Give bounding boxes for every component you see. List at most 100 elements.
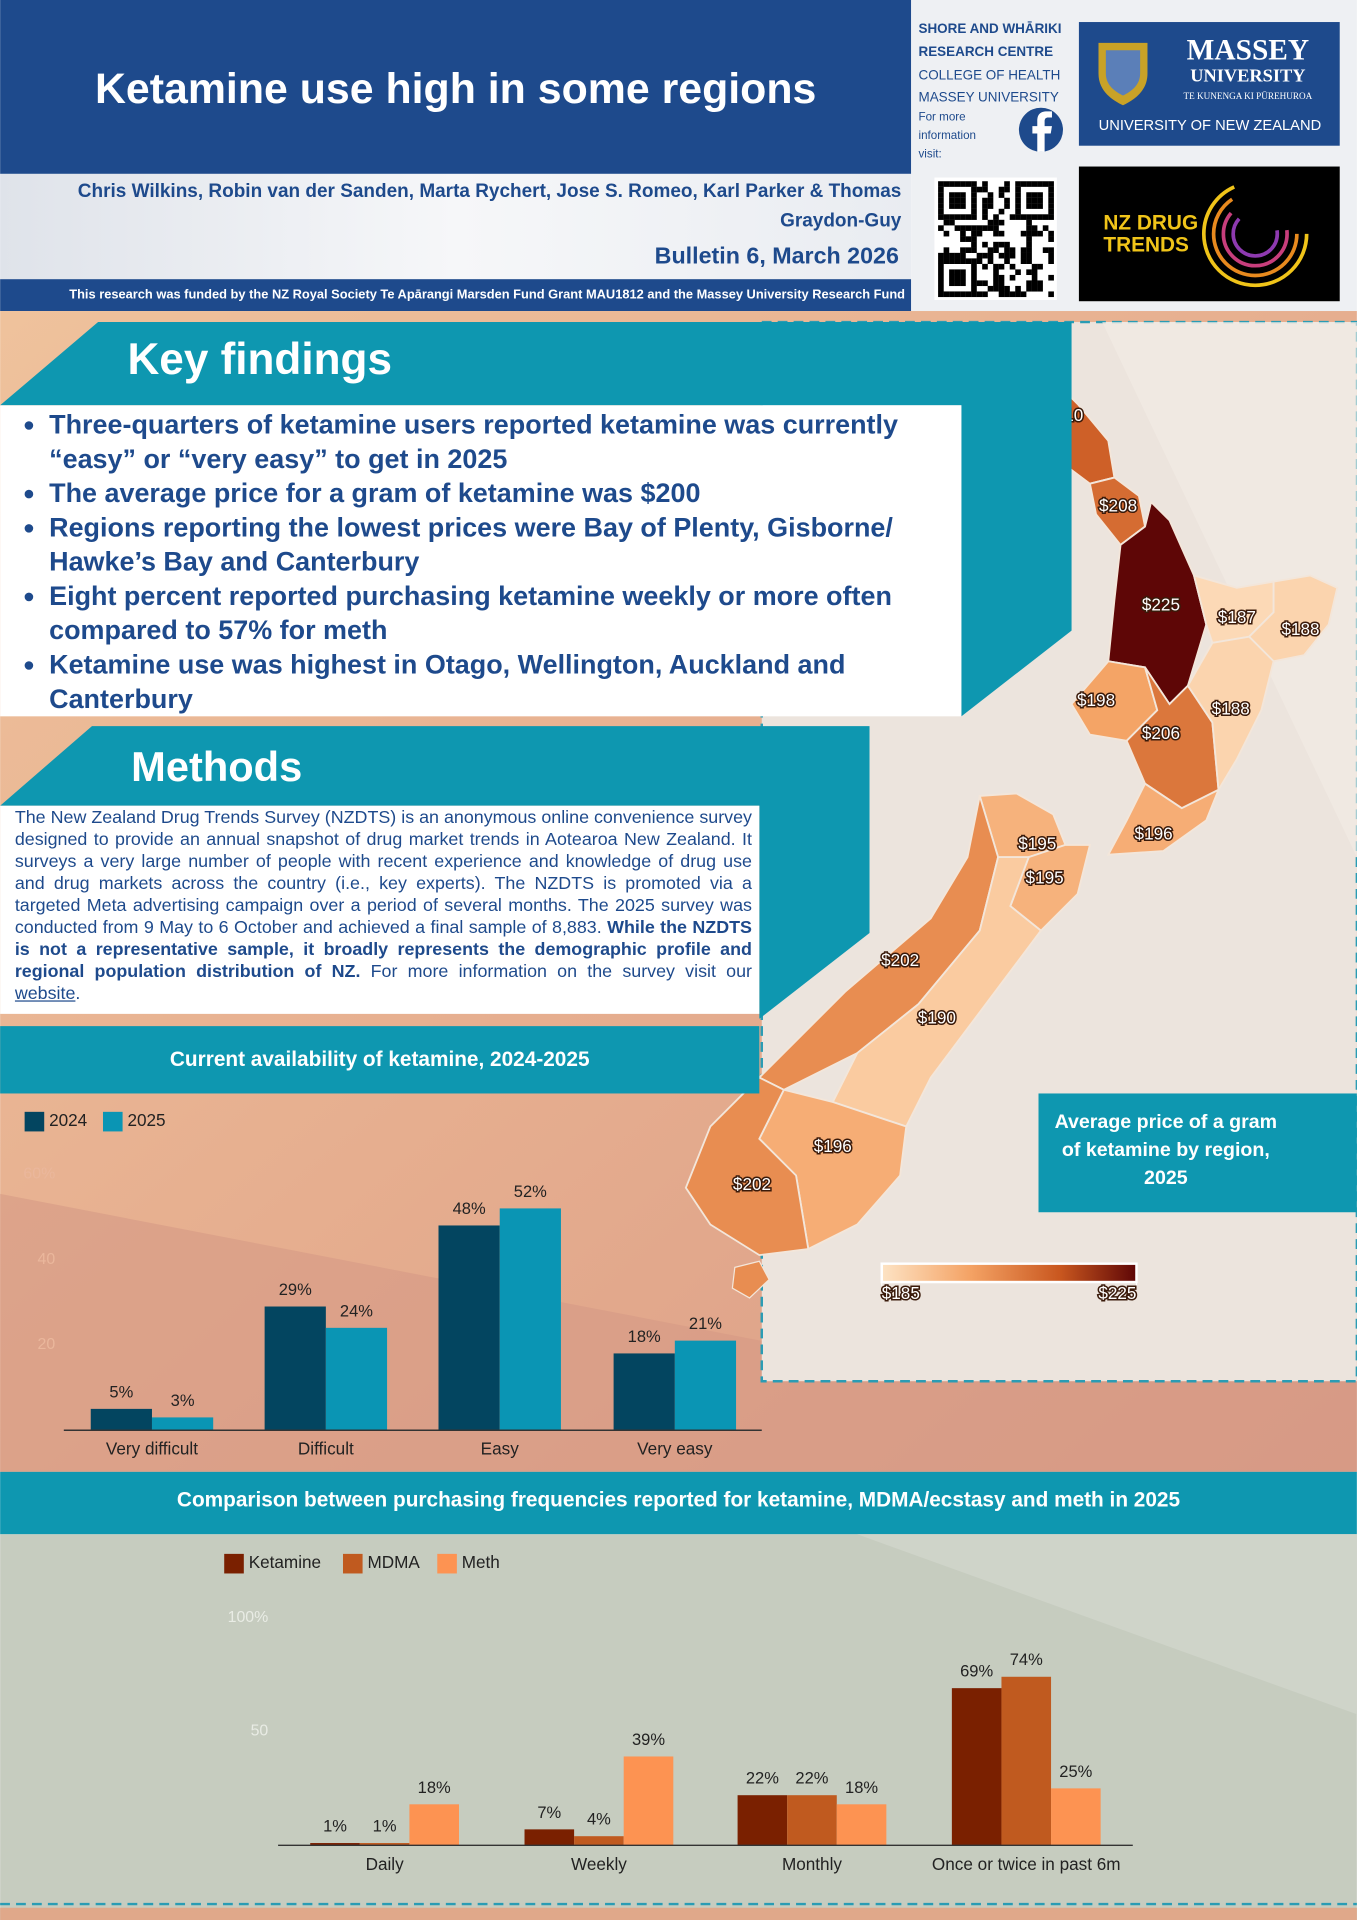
qr-module: [949, 269, 955, 276]
qr-module: [998, 263, 1005, 270]
qr-module: [965, 225, 972, 231]
qr-module: [938, 274, 944, 281]
qr-module: [949, 258, 955, 264]
qr-module: [971, 263, 977, 270]
qr-module: [965, 181, 972, 187]
qr-module: [954, 181, 961, 187]
key-findings-list-box: Three-quarters of ketamine users reporte…: [0, 408, 955, 717]
qr-module: [1009, 291, 1016, 298]
qr-module: [960, 203, 966, 209]
island: [731, 1260, 770, 1299]
qr-module: [954, 258, 961, 264]
qr-module: [1048, 186, 1054, 193]
qr-module: [954, 269, 961, 276]
facebook-icon[interactable]: [1018, 107, 1063, 152]
qr-module: [938, 291, 944, 298]
background-shape: [857, 1534, 1357, 1715]
qr-module: [938, 269, 944, 276]
x-tick-label-box: Once or twice in past 6m: [932, 1854, 1121, 1874]
region-price-label: $195: [1026, 868, 1064, 888]
qr-module: [938, 258, 944, 264]
funding-band: [0, 279, 912, 312]
qr-module: [976, 291, 983, 298]
legend-swatch: [224, 1553, 244, 1574]
qr-module: [943, 291, 950, 298]
bar: [613, 1353, 675, 1431]
map: $210$208$225$187$188$198$206$188$196$195…: [684, 334, 1339, 1304]
info-text: information: [919, 129, 977, 142]
qr-module: [960, 230, 966, 237]
qr-module: [1037, 214, 1043, 220]
qr-module: [971, 291, 977, 298]
qr-module: [943, 181, 950, 187]
qr-module: [987, 258, 994, 264]
qr-module: [1004, 291, 1010, 298]
qr-module: [949, 219, 955, 226]
bar: [310, 1843, 360, 1846]
qr-module: [938, 214, 944, 220]
data-label: 24%: [340, 1301, 373, 1320]
methods-text: For more information on the survey visit…: [360, 962, 752, 983]
qr-module: [1042, 214, 1049, 220]
qr-module: [1048, 274, 1054, 281]
qr-module: [1015, 291, 1021, 298]
region: [1247, 574, 1339, 663]
chart-title: Current availability of ketamine, 2024-2…: [170, 1048, 590, 1071]
qr-module: [993, 269, 999, 276]
qr-module: [971, 241, 977, 248]
bar: [499, 1208, 561, 1431]
qr-module: [971, 225, 977, 231]
qr-pattern: [938, 181, 1054, 298]
region-price-label: $202: [733, 1174, 771, 1194]
bulletin: Bulletin 6, March 2026: [655, 242, 899, 268]
info-text: For more: [919, 111, 966, 124]
qr-module: [1037, 285, 1043, 292]
qr-module: [960, 258, 966, 264]
legend-label: Ketamine: [249, 1552, 321, 1572]
qr-module: [1048, 208, 1054, 215]
legend-label: MDMA: [367, 1552, 420, 1572]
qr-module: [1042, 247, 1049, 253]
section-title: Methods: [131, 743, 302, 790]
qr-module: [998, 186, 1005, 193]
qr-module: [987, 252, 994, 259]
qr-module: [993, 225, 999, 231]
qr-module: [1026, 192, 1032, 198]
qr-module: [1015, 186, 1021, 193]
finding: Three-quarters of ketamine users reporte…: [49, 408, 955, 477]
region-price-label: $225: [1142, 595, 1180, 615]
qr-module: [987, 219, 994, 226]
qr-module: [1020, 181, 1027, 187]
qr-module: [1026, 230, 1032, 237]
qr-module: [982, 280, 988, 287]
qr-module: [949, 274, 955, 281]
map-title-box: Average price of a gram of ketamine by r…: [1055, 1112, 1277, 1189]
qr-module: [971, 203, 977, 209]
qr-module: [993, 285, 999, 292]
qr-module: [1020, 252, 1027, 259]
chart-title-band: [0, 1471, 1357, 1535]
qr-module: [1037, 181, 1043, 187]
qr-module: [987, 203, 994, 209]
qr-module: [1004, 252, 1010, 259]
qr-module: [998, 192, 1005, 198]
qr-module: [960, 225, 966, 231]
qr-module: [976, 258, 983, 264]
finding: Ketamine use was highest in Otago, Welli…: [49, 648, 955, 717]
qr-module: [976, 280, 983, 287]
qr-module: [1020, 214, 1027, 220]
y-tick-label: 100%: [228, 1609, 269, 1626]
qr-module: [971, 230, 977, 237]
region-price-label: $190: [918, 1007, 956, 1027]
qr-module: [938, 285, 944, 292]
y-tick-label: 50: [251, 1723, 269, 1740]
x-tick-label-box: Weekly: [571, 1854, 627, 1874]
qr-module: [1048, 247, 1054, 253]
qr-module: [971, 285, 977, 292]
qr-module: [954, 274, 961, 281]
qr-module: [1048, 181, 1054, 187]
website-link[interactable]: website: [14, 984, 76, 1005]
qr-module: [1009, 274, 1016, 281]
legend-label: Meth: [462, 1552, 500, 1572]
